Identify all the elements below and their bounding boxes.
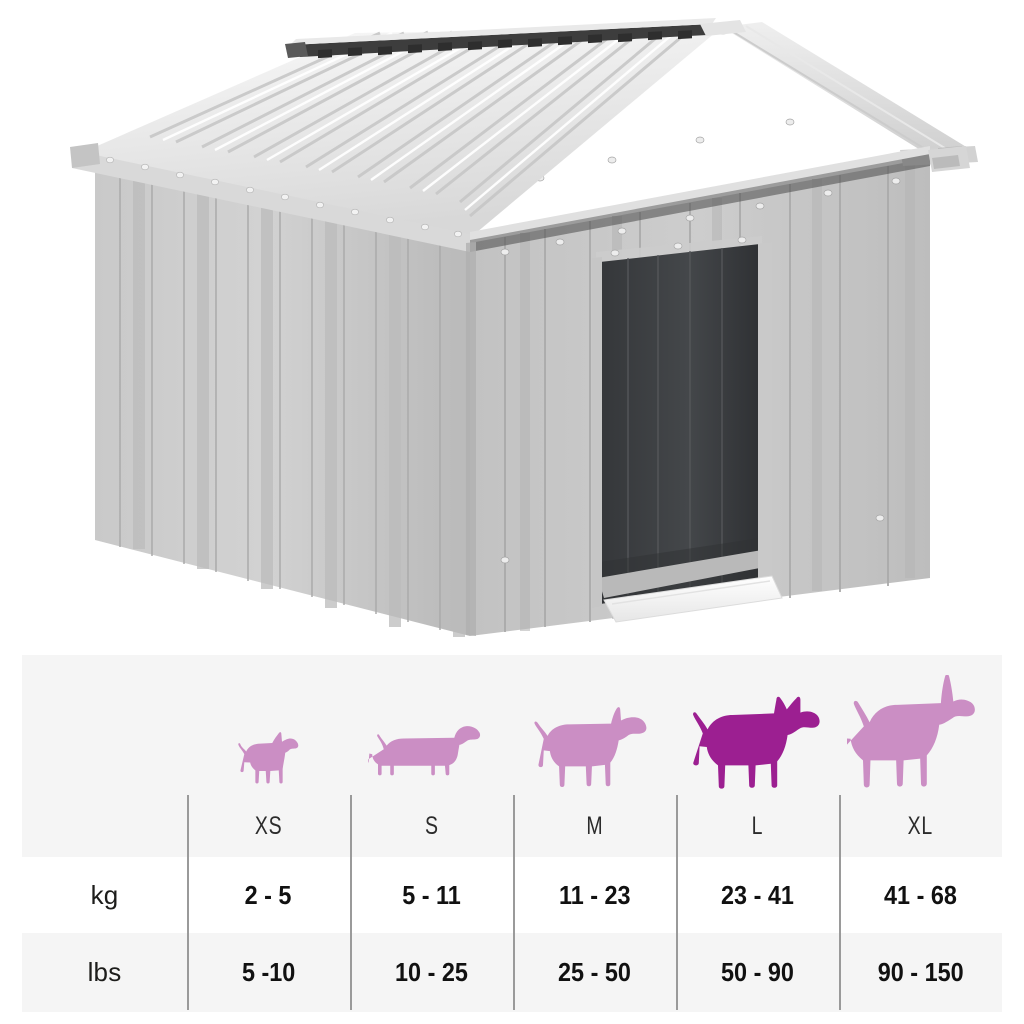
dog-silhouette-great-dane-icon (846, 675, 975, 788)
size-label-m: M (585, 811, 604, 840)
lbs-cell-xs: 5 -10 (187, 957, 350, 988)
table-row-lbs: lbs 5 -10 10 - 25 25 - 50 50 - 90 90 - 1… (22, 933, 1002, 1012)
kg-value-l: 23 - 41 (721, 879, 794, 910)
dog-icon-cell-l (676, 687, 839, 795)
kennel-roof-right-slope (722, 22, 978, 166)
kennel-left-side-wall (95, 168, 470, 637)
unit-label-kg: kg (90, 879, 119, 910)
kennel-doorway (592, 242, 772, 608)
lbs-value-s: 10 - 25 (395, 957, 468, 987)
size-cell-m: M (513, 812, 676, 841)
kg-value-xs: 2 - 5 (245, 879, 292, 910)
size-label-l: L (751, 811, 764, 840)
size-label-s: S (424, 811, 439, 840)
lbs-value-m: 25 - 50 (558, 957, 631, 987)
size-cell-l: L (676, 812, 839, 841)
dog-size-chart-table: XS S M L XL kg 2 - 5 5 - 11 (22, 655, 1002, 1012)
size-label-xl: XL (907, 811, 934, 840)
lbs-value-xs: 5 -10 (241, 957, 296, 987)
dog-kennel-illustration (70, 18, 978, 637)
table-row-icons (22, 655, 1002, 795)
lbs-cell-m: 25 - 50 (513, 957, 676, 988)
kennel-entry-ramp (603, 575, 783, 623)
dog-icon-cell-s (350, 719, 513, 795)
size-cell-s: S (350, 812, 513, 841)
kennel-right-eave-block (928, 146, 970, 172)
lbs-cell-l: 50 - 90 (676, 957, 839, 988)
size-cell-xs: XS (187, 812, 350, 841)
kennel-roof-left-slope (70, 26, 722, 252)
kg-cell-s: 5 - 11 (350, 880, 513, 911)
table-row-kg: kg 2 - 5 5 - 11 11 - 23 23 - 41 41 - 68 (22, 857, 1002, 933)
dog-silhouette-shepherd-icon (692, 696, 820, 789)
size-cell-xl: XL (839, 812, 1002, 841)
product-photo (70, 18, 978, 637)
dog-icon-cell-xs (187, 725, 350, 795)
lbs-value-xl: 90 - 150 (877, 957, 964, 987)
kg-value-m: 11 - 23 (558, 879, 631, 910)
kg-cell-l: 23 - 41 (676, 880, 839, 911)
dog-icon-cell-xl (839, 675, 1002, 795)
dog-silhouette-chihuahua-icon (237, 732, 298, 784)
unit-label-lbs: lbs (87, 957, 122, 987)
kg-value-s: 5 - 11 (402, 879, 461, 910)
kg-cell-xs: 2 - 5 (187, 880, 350, 911)
size-label-xs: XS (254, 811, 283, 840)
dog-silhouette-dachshund-icon (367, 726, 480, 776)
table-row-sizes: XS S M L XL (22, 795, 1002, 857)
lbs-cell-s: 10 - 25 (350, 957, 513, 988)
lbs-cell-xl: 90 - 150 (839, 957, 1002, 988)
kennel-ridge-cap (285, 18, 746, 59)
dog-silhouette-bull-terrier-icon (533, 707, 646, 788)
kg-cell-m: 11 - 23 (513, 880, 676, 911)
kg-cell-xl: 41 - 68 (839, 880, 1002, 911)
dog-icon-cell-m (513, 699, 676, 795)
kg-value-xl: 41 - 68 (884, 879, 957, 910)
kennel-front-eave (470, 146, 930, 252)
lbs-value-l: 50 - 90 (721, 957, 794, 987)
